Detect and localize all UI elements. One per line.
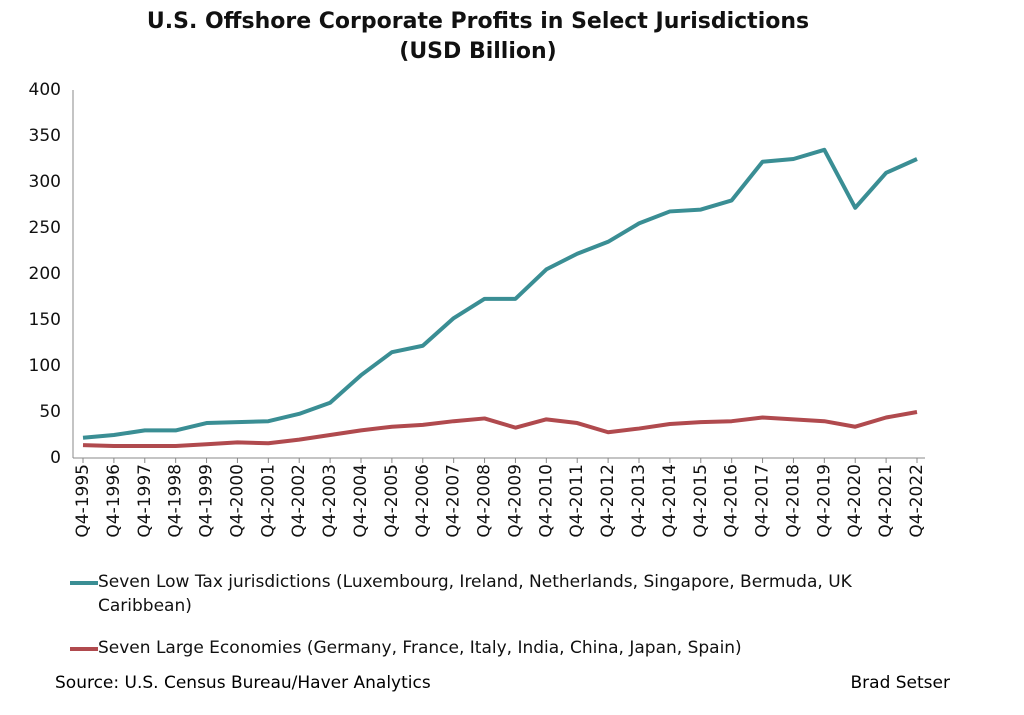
chart-title: U.S. Offshore Corporate Profits in Selec… xyxy=(147,9,809,34)
y-tick-label: 100 xyxy=(29,356,61,376)
x-tick-label: Q4-1998 xyxy=(166,464,186,538)
x-tick-label: Q4-2017 xyxy=(753,464,773,538)
series-line xyxy=(82,147,918,440)
x-tick-label: Q4-2002 xyxy=(289,464,309,538)
x-tick-label: Q4-2007 xyxy=(444,464,464,538)
source: Source: U.S. Census Bureau/Haver Analyti… xyxy=(55,673,431,693)
legend-label: Seven Low Tax jurisdictions (Luxembourg,… xyxy=(98,572,852,616)
x-tick-label: Q4-1996 xyxy=(104,464,124,538)
y-tick-label: 150 xyxy=(29,310,61,330)
legend-item: Seven Large Economies (Germany, France, … xyxy=(70,636,930,660)
x-tick-label: Q4-2006 xyxy=(413,464,433,538)
x-tick-label: Q4-2015 xyxy=(691,464,711,538)
x-tick-label: Q4-2022 xyxy=(907,464,927,538)
legend-label: Seven Large Economies (Germany, France, … xyxy=(98,638,742,658)
legend-item: Seven Low Tax jurisdictions (Luxembourg,… xyxy=(70,570,930,618)
x-tick-label: Q4-2011 xyxy=(567,464,587,538)
y-tick-label: 0 xyxy=(50,448,61,468)
x-tick-label: Q4-2008 xyxy=(475,464,495,538)
x-tick-label: Q4-2003 xyxy=(320,464,340,538)
y-tick-label: 200 xyxy=(29,264,61,284)
x-tick-label: Q4-2014 xyxy=(660,464,680,538)
y-tick-label: 300 xyxy=(29,172,61,192)
legend-swatch xyxy=(70,647,98,651)
y-tick-label: 250 xyxy=(29,218,61,238)
x-tick-label: Q4-2021 xyxy=(876,464,896,538)
x-tick-label: Q4-2020 xyxy=(845,464,865,538)
legend-swatch xyxy=(70,581,98,585)
x-tick-label: Q4-2009 xyxy=(505,464,525,538)
y-tick-label: 50 xyxy=(39,402,61,422)
author: Brad Setser xyxy=(850,673,951,693)
x-tick-label: Q4-2010 xyxy=(536,464,556,538)
x-tick-label: Q4-2019 xyxy=(814,464,834,538)
x-tick-label: Q4-2005 xyxy=(382,464,402,538)
y-tick-label: 400 xyxy=(29,80,61,100)
x-tick-label: Q4-2004 xyxy=(351,464,371,538)
x-tick-label: Q4-1999 xyxy=(197,464,217,538)
x-tick-label: Q4-2012 xyxy=(598,464,618,538)
series-line xyxy=(82,410,918,449)
legend: Seven Low Tax jurisdictions (Luxembourg,… xyxy=(70,570,930,678)
x-tick-label: Q4-2001 xyxy=(258,464,278,538)
x-tick-label: Q4-1995 xyxy=(73,464,93,538)
x-tick-label: Q4-2000 xyxy=(227,464,247,538)
y-tick-label: 350 xyxy=(29,126,61,146)
x-tick-label: Q4-1997 xyxy=(135,464,155,538)
x-tick-label: Q4-2016 xyxy=(722,464,742,538)
x-tick-label: Q4-2013 xyxy=(629,464,649,538)
x-tick-label: Q4-2018 xyxy=(783,464,803,538)
chart-subtitle: (USD Billion) xyxy=(399,39,556,64)
